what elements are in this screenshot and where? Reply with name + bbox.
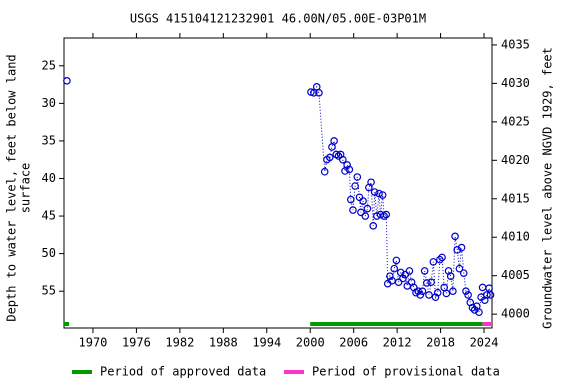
legend-label: Period of provisional data — [312, 365, 500, 379]
data-point — [485, 284, 493, 292]
y2-tick-label: 4025 — [501, 114, 530, 128]
data-point — [376, 210, 385, 219]
data-point — [436, 255, 444, 264]
chart-title: USGS 415104121232901 46.00N/05.00E-03P01… — [130, 12, 426, 26]
y-tick-label: 30 — [42, 96, 56, 110]
data-point — [382, 210, 391, 219]
period-bar — [310, 322, 483, 326]
data-point — [416, 291, 425, 299]
y-tick-label: 55 — [42, 284, 56, 298]
data-point — [423, 279, 431, 287]
data-point — [464, 291, 472, 299]
data-point — [459, 269, 468, 277]
x-tick-label: 1976 — [122, 336, 151, 350]
data-point — [325, 153, 334, 162]
data-point — [359, 197, 367, 205]
x-tick-label: 2000 — [296, 336, 325, 350]
data-point — [346, 195, 355, 204]
y2-tick-label: 4000 — [501, 307, 530, 321]
data-point — [420, 267, 429, 275]
y-tick-label: 35 — [42, 133, 56, 147]
data-point — [353, 173, 362, 181]
data-point — [431, 293, 440, 301]
data-point — [310, 89, 318, 97]
data-line — [310, 85, 492, 313]
data-point — [446, 272, 455, 280]
data-point — [470, 306, 479, 314]
data-point — [427, 278, 435, 286]
y2-tick-label: 4010 — [501, 230, 530, 244]
data-point — [63, 77, 71, 85]
data-point — [330, 137, 338, 145]
data-point — [475, 308, 483, 317]
x-tick-label: 1988 — [209, 336, 238, 350]
data-point — [399, 274, 407, 283]
data-point — [462, 287, 470, 295]
plot-frame — [63, 37, 493, 329]
data-point — [449, 287, 457, 295]
data-point — [392, 256, 401, 265]
data-point — [483, 291, 491, 299]
y2-axis-label: Groundwater level above NGVD 1929, feet — [541, 47, 555, 329]
y-tick-label: 45 — [42, 209, 56, 223]
data-point — [373, 212, 381, 220]
data-point — [429, 258, 438, 266]
period-bar — [482, 322, 492, 326]
x-tick-label: 1994 — [252, 336, 281, 350]
x-tick-label: 1982 — [165, 336, 194, 350]
data-point — [468, 303, 477, 312]
data-point — [369, 222, 378, 230]
y2-tick-label: 4030 — [501, 76, 530, 90]
data-point — [425, 291, 433, 299]
x-tick-label: 2024 — [470, 336, 499, 350]
data-point — [414, 287, 422, 295]
data-point — [438, 253, 446, 262]
data-point — [442, 289, 451, 298]
data-point — [453, 246, 462, 254]
data-point — [378, 191, 387, 199]
data-point — [486, 291, 495, 299]
y-tick-label: 50 — [42, 246, 56, 260]
data-point — [315, 89, 323, 97]
legend-label: Period of approved data — [100, 365, 266, 379]
data-point — [370, 188, 379, 196]
x-tick-label: 2018 — [426, 336, 455, 350]
data-point — [343, 161, 351, 169]
data-point — [349, 206, 357, 214]
data-point — [375, 189, 383, 198]
y-axis-label: Depth to water level, feet below land — [5, 54, 19, 321]
data-point — [357, 208, 365, 217]
data-point — [405, 267, 414, 275]
x-tick-label: 2006 — [339, 336, 368, 350]
data-point — [367, 178, 375, 187]
data-point — [361, 212, 370, 220]
data-point — [390, 264, 399, 273]
data-point — [386, 272, 394, 280]
data-point — [433, 288, 442, 297]
data-point — [351, 182, 359, 190]
period-bar — [64, 322, 70, 326]
data-point — [320, 167, 329, 176]
data-point — [345, 165, 354, 174]
y2-tick-label: 4015 — [501, 191, 530, 205]
y2-tick-label: 4005 — [501, 268, 530, 282]
x-tick-label: 1970 — [79, 336, 108, 350]
x-tick-label: 2012 — [383, 336, 412, 350]
y-tick-label: 40 — [42, 171, 56, 185]
data-point — [451, 232, 459, 241]
data-point — [418, 287, 427, 295]
y2-tick-label: 4035 — [501, 37, 530, 51]
y2-tick-label: 4020 — [501, 153, 530, 167]
data-point — [401, 270, 409, 279]
data-point — [394, 278, 403, 286]
data-point — [455, 264, 464, 273]
y-axis-label: surface — [19, 163, 33, 214]
data-point — [339, 155, 347, 164]
data-point — [457, 243, 466, 252]
y-tick-label: 25 — [42, 58, 56, 72]
data-point — [363, 204, 372, 213]
